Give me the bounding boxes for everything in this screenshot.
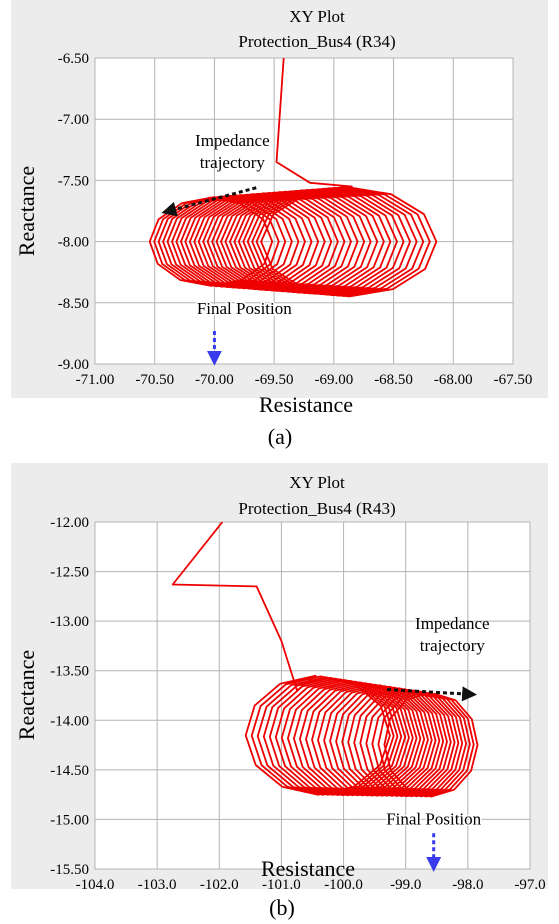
x-tick-label: -69.50: [255, 372, 294, 388]
final-position-label: Final Position: [197, 299, 292, 318]
x-tick-label: -68.50: [374, 372, 413, 388]
trajectory-direction-arrow: [386, 686, 478, 702]
impedance-trajectory-label: Impedance: [415, 614, 490, 633]
x-tick-label: -70.50: [135, 372, 174, 388]
y-tick-label: -6.50: [58, 51, 89, 67]
x-tick-label: -98.0: [452, 877, 483, 893]
panel-caption: (a): [268, 424, 292, 449]
x-tick-label: -69.00: [314, 372, 353, 388]
chart-subtitle: Protection_Bus4 (R34): [238, 32, 395, 51]
chart-title: XY Plot: [289, 7, 345, 26]
y-axis-label: Reactance: [14, 650, 39, 740]
x-tick-label: -102.0: [200, 877, 239, 893]
x-tick-label: -104.0: [76, 877, 115, 893]
chart-subtitle: Protection_Bus4 (R43): [238, 499, 395, 518]
impedance-trajectory-label: trajectory: [420, 636, 486, 655]
y-tick-label: -7.00: [58, 112, 89, 128]
trajectory-direction-arrow: [161, 186, 257, 217]
x-axis-label: Resistance: [259, 392, 353, 417]
y-tick-label: -15.50: [50, 862, 89, 878]
chart-panel-b: XY Plot Protection_Bus4 (R43) -104.0 -103.0…: [11, 463, 548, 920]
y-tick-label: -15.00: [50, 812, 89, 828]
y-tick-label: -14.50: [50, 763, 89, 779]
x-tick-label: -99.0: [390, 877, 421, 893]
y-axis-label: Reactance: [14, 166, 39, 256]
final-position-label: Final Position: [386, 809, 481, 828]
x-tick-label: -97.0: [514, 877, 545, 893]
y-tick-label: -12.50: [50, 565, 89, 581]
x-tick-label: -71.00: [76, 372, 115, 388]
x-axis-label: Resistance: [261, 856, 355, 881]
impedance-trajectory-line: [148, 58, 438, 298]
x-tick-label: -103.0: [138, 877, 177, 893]
y-tick-label: -13.00: [50, 614, 89, 630]
impedance-trajectory-label: trajectory: [200, 153, 266, 172]
y-tick-label: -7.50: [58, 173, 89, 189]
x-tick-label: -101.0: [262, 877, 301, 893]
panel-caption: (b): [269, 895, 295, 920]
y-tick-label: -9.00: [58, 357, 89, 373]
x-tick-label: -70.00: [195, 372, 234, 388]
x-tick-label: -100.0: [324, 877, 363, 893]
charts-layer: XY Plot Protection_Bus4 (R34) -71.00 -70.50…: [11, 0, 548, 920]
y-tick-label: -8.00: [58, 235, 89, 251]
y-tick-label: -8.50: [58, 296, 89, 312]
y-tick-label: -13.50: [50, 664, 89, 680]
x-tick-label: -67.50: [494, 372, 533, 388]
y-tick-label: -12.00: [50, 515, 89, 531]
impedance-trajectory-label: Impedance: [195, 131, 270, 150]
x-tick-label: -68.00: [434, 372, 473, 388]
impedance-trajectory-line: [171, 522, 479, 798]
y-tick-label: -14.00: [50, 713, 89, 729]
chart-title: XY Plot: [289, 473, 345, 492]
chart-panel-a: XY Plot Protection_Bus4 (R34) -71.00 -70.50…: [11, 0, 548, 449]
